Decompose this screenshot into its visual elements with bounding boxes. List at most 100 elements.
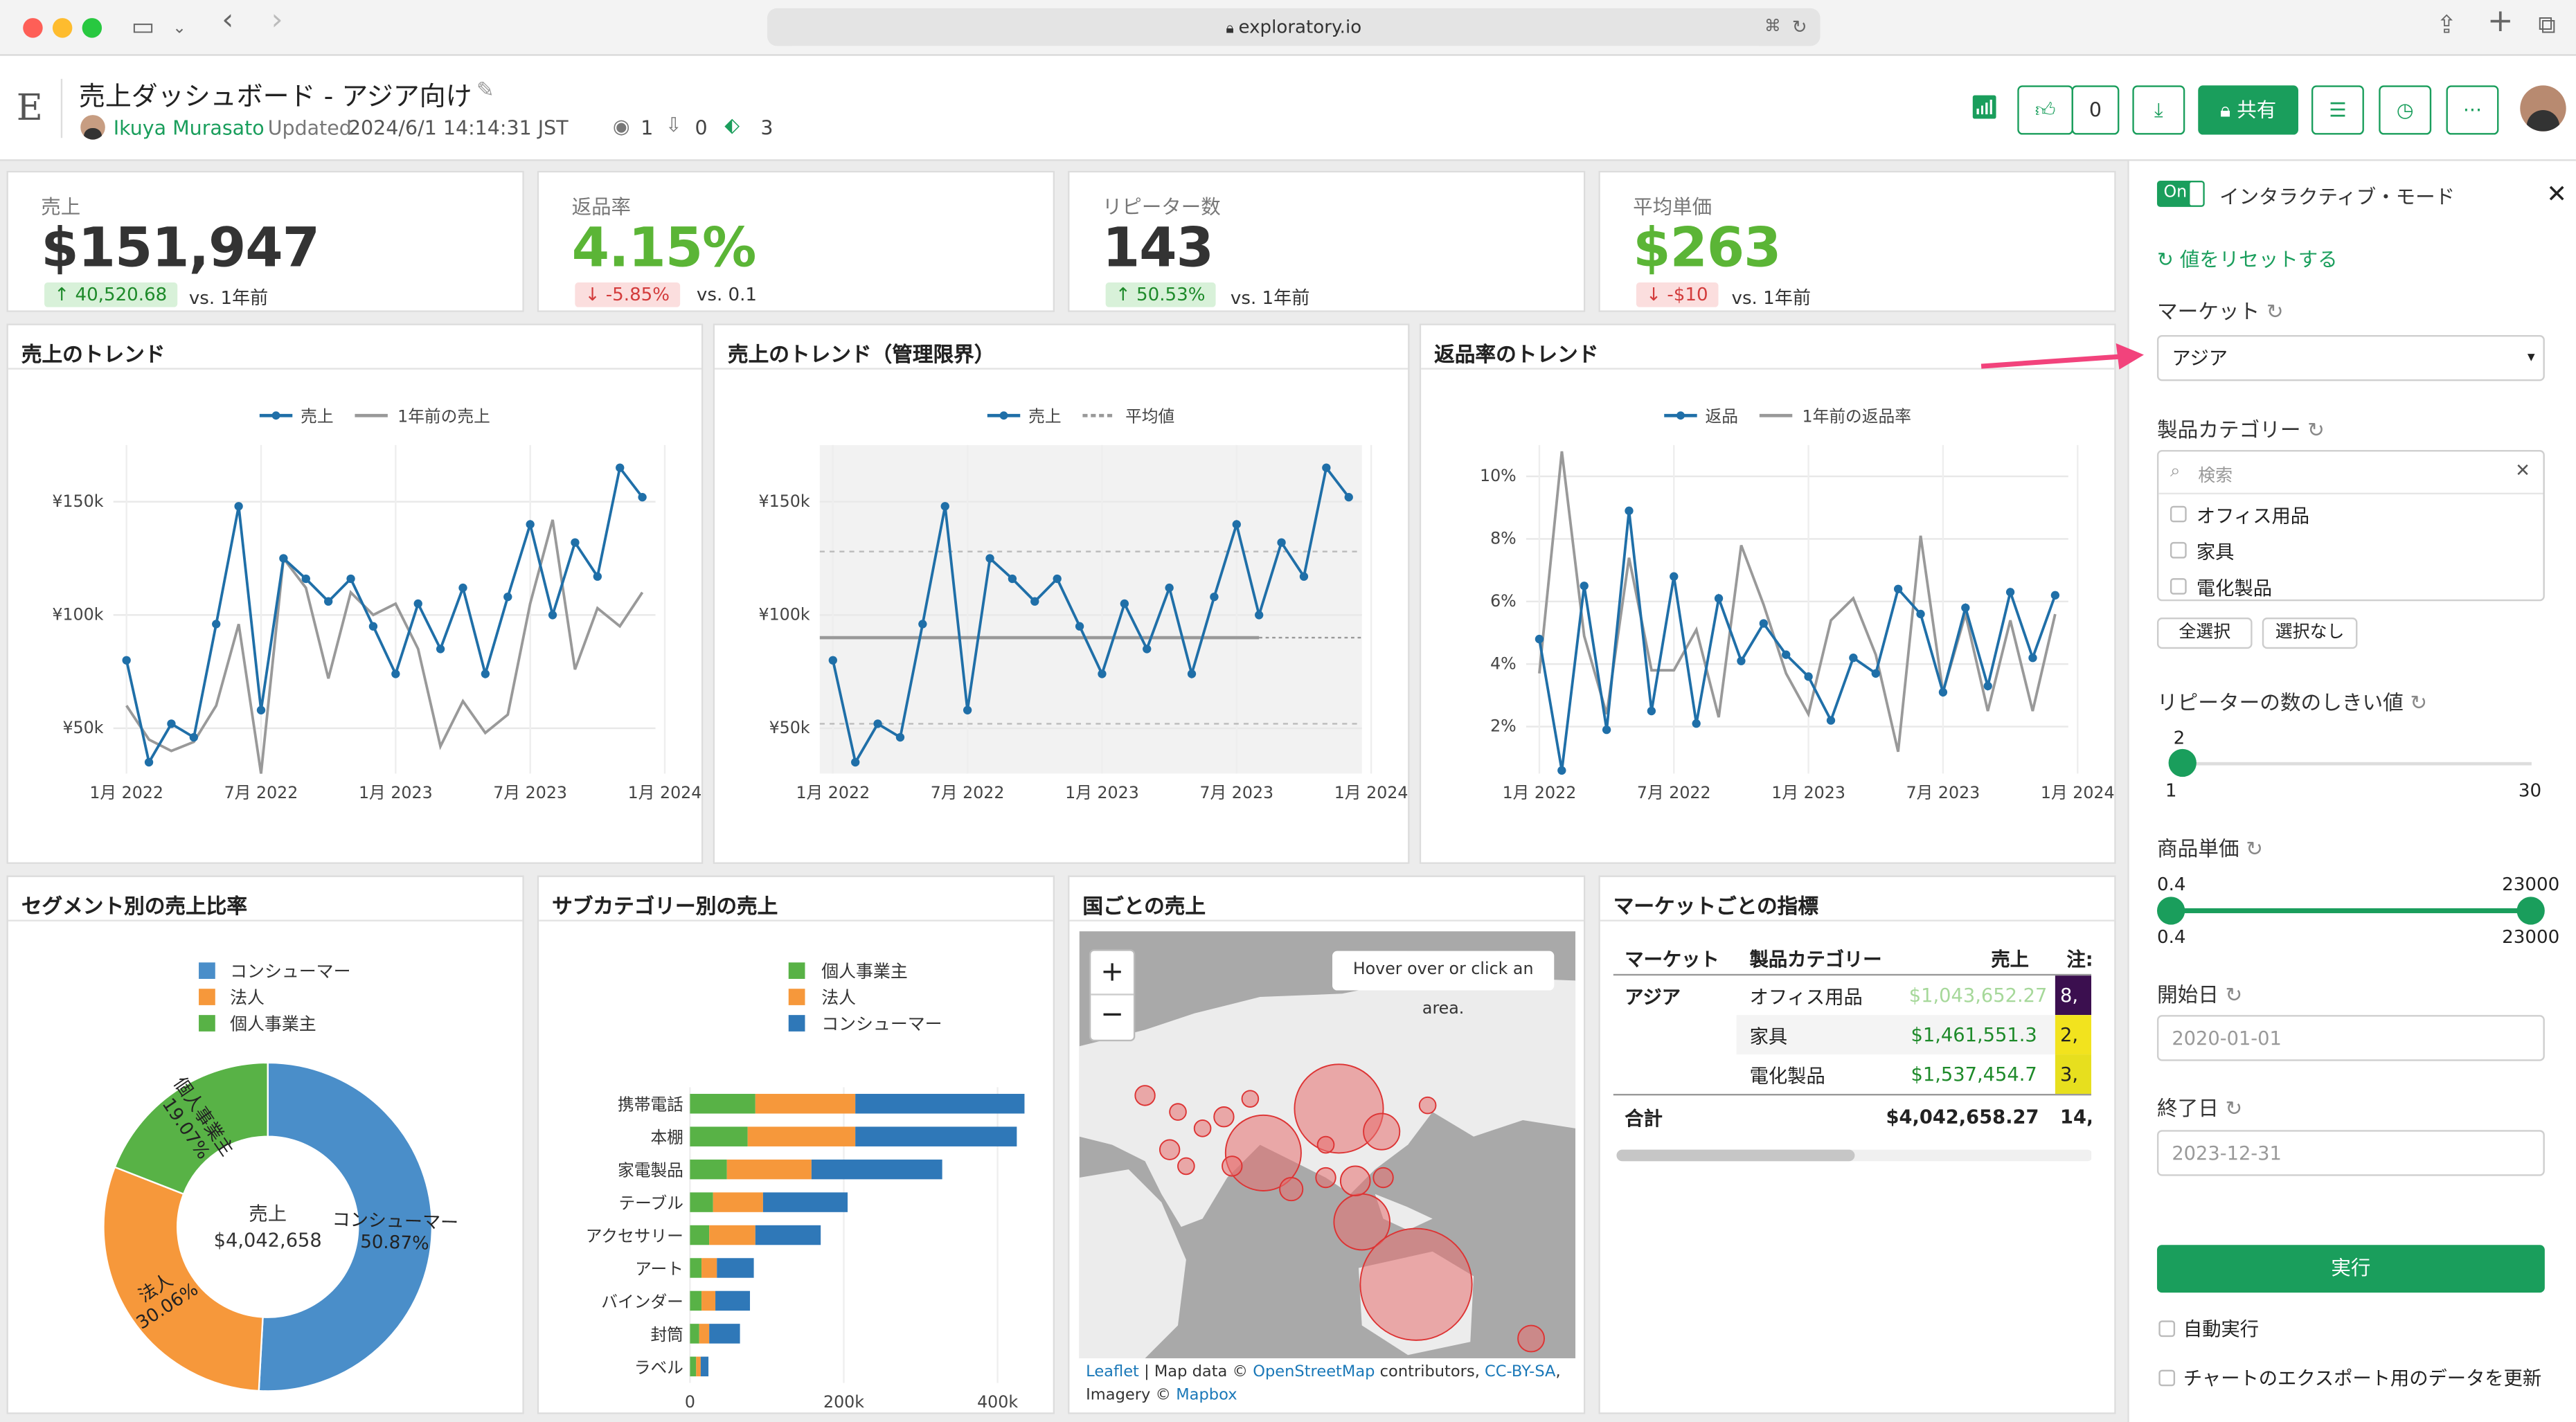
x-tick-label: 1月 2024: [628, 783, 702, 802]
like-button[interactable]: 👍︎: [2017, 85, 2073, 135]
leaflet-link[interactable]: Leaflet: [1086, 1363, 1139, 1382]
price-range-track[interactable]: [2156, 897, 2545, 925]
country-bubble[interactable]: [1241, 1090, 1260, 1108]
country-bubble[interactable]: [1363, 1113, 1401, 1151]
table-row[interactable]: 電化製品 $1,537,454.7 3,: [1737, 1054, 2092, 1095]
segment-donut-chart[interactable]: コンシューマー法人個人事業主コンシューマー50.87%法人30.06%個人事業主…: [8, 923, 526, 1416]
start-date-input[interactable]: 2020-01-01: [2156, 1015, 2545, 1061]
close-window-icon[interactable]: [23, 18, 43, 38]
refresh-icon[interactable]: ↻: [2225, 1095, 2243, 1120]
column-header[interactable]: 売上: [1991, 947, 2029, 971]
zoom-window-icon[interactable]: [82, 18, 102, 38]
category-checkbox[interactable]: [2170, 505, 2187, 523]
license-link[interactable]: CC-BY-SA: [1485, 1363, 1556, 1382]
minimize-window-icon[interactable]: [52, 18, 73, 38]
map-bubbles[interactable]: [1134, 1063, 1546, 1353]
reload-icon[interactable]: ↻: [1791, 16, 1807, 38]
refresh-icon[interactable]: ↻: [2246, 836, 2263, 861]
app-logo[interactable]: E: [16, 89, 43, 130]
country-bubble[interactable]: [1315, 1167, 1336, 1189]
chevron-down-icon[interactable]: ⌄: [172, 19, 187, 38]
repeater-slider-track[interactable]: [2169, 748, 2532, 777]
market-select[interactable]: アジア ▾: [2156, 334, 2545, 381]
price-range-high-handle[interactable]: [2516, 897, 2545, 925]
author-link[interactable]: Ikuya Murasato: [113, 116, 265, 140]
osm-link[interactable]: OpenStreetMap: [1253, 1363, 1375, 1382]
tag-icon[interactable]: ⬖: [724, 113, 740, 136]
column-header[interactable]: 製品カテゴリー: [1749, 947, 1882, 971]
auto-run-checkbox[interactable]: [2158, 1320, 2176, 1338]
map-zoom-in-button[interactable]: +: [1091, 951, 1134, 996]
country-bubble[interactable]: [1359, 1227, 1473, 1341]
country-bubble[interactable]: [1316, 1135, 1335, 1154]
refresh-icon[interactable]: ↻: [2225, 982, 2243, 1007]
select-all-button[interactable]: 全選択: [2156, 618, 2253, 649]
export-data-checkbox[interactable]: [2158, 1369, 2176, 1387]
select-none-button[interactable]: 選択なし: [2262, 618, 2358, 649]
forward-icon[interactable]: ›: [271, 3, 283, 38]
country-bubble[interactable]: [1339, 1165, 1371, 1197]
download-button[interactable]: ⤓: [2132, 85, 2185, 135]
category-option[interactable]: オフィス用品: [2196, 504, 2310, 528]
country-bubble[interactable]: [1517, 1324, 1546, 1353]
user-avatar[interactable]: [2520, 85, 2566, 132]
category-checkbox[interactable]: [2170, 578, 2187, 595]
country-bubble[interactable]: [1159, 1139, 1181, 1160]
map-canvas[interactable]: [1079, 931, 1576, 1358]
author-avatar[interactable]: [80, 115, 105, 140]
mapbox-link[interactable]: Mapbox: [1176, 1386, 1237, 1405]
sales-trend-chart[interactable]: ¥150k ¥100k ¥50k 1月 2022 7月 2022 1月 2023 7月 20…: [8, 371, 705, 864]
price-range-low-handle[interactable]: [2156, 897, 2185, 925]
settings-button[interactable]: ☰: [2311, 85, 2364, 135]
country-bubble[interactable]: [1213, 1106, 1235, 1128]
back-icon[interactable]: ‹: [222, 3, 234, 38]
country-bubble[interactable]: [1294, 1063, 1384, 1154]
clear-icon[interactable]: ✕: [2515, 460, 2531, 482]
country-bubble[interactable]: [1279, 1177, 1304, 1202]
tab-overview-icon[interactable]: ⧉: [2538, 10, 2556, 39]
country-bubble[interactable]: [1169, 1103, 1187, 1121]
country-bubble[interactable]: [1134, 1085, 1156, 1106]
country-bubble[interactable]: [1372, 1167, 1394, 1189]
sales-control-chart[interactable]: ¥150k ¥100k ¥50k 1月 2022 7月 2022 1月 2023 7月 20…: [715, 371, 1411, 864]
edit-title-icon[interactable]: ✎: [476, 78, 494, 104]
translate-icon[interactable]: ⌘: [1764, 18, 1781, 37]
country-bubble[interactable]: [1193, 1119, 1212, 1137]
url-bar[interactable]: 🔒︎ exploratory.io ⌘ ↻: [767, 8, 1821, 46]
repeater-slider-handle[interactable]: [2169, 748, 2198, 777]
country-bubble[interactable]: [1418, 1096, 1437, 1115]
table-row[interactable]: アジア オフィス用品 $1,043,652.27 8,: [1613, 975, 2092, 1016]
close-icon[interactable]: ✕: [2546, 179, 2568, 209]
refresh-icon[interactable]: ↻: [2266, 298, 2284, 324]
end-date-input[interactable]: 2023-12-31: [2156, 1130, 2545, 1176]
column-header[interactable]: マーケット: [1625, 947, 1719, 971]
country-bubble[interactable]: [1177, 1157, 1195, 1176]
reset-values-link[interactable]: ↻ 値をリセットする: [2157, 244, 2338, 272]
country-bubble[interactable]: [1222, 1155, 1243, 1177]
table-row[interactable]: 家具 $1,461,551.3 2,: [1736, 1015, 2092, 1055]
return-trend-chart[interactable]: 10% 8% 6% 4% 2% 1月 2022 7月 2022 1月 2023 7月 2023 1…: [1421, 371, 2118, 864]
category-search[interactable]: ⌕ 検索 ✕: [2158, 451, 2543, 495]
legend-label: コンシューマー: [821, 1014, 942, 1034]
history-button[interactable]: ◷: [2379, 85, 2432, 135]
share-icon[interactable]: ⇪: [2436, 10, 2458, 39]
more-button[interactable]: ···: [2446, 85, 2499, 135]
map-zoom-out-button[interactable]: −: [1100, 998, 1125, 1032]
category-checkbox[interactable]: [2170, 541, 2187, 559]
run-button[interactable]: 実行: [2156, 1245, 2545, 1293]
y-tick-label: 2%: [1490, 717, 1517, 736]
refresh-icon[interactable]: ↻: [2307, 417, 2325, 442]
horizontal-scrollbar[interactable]: [1616, 1149, 2092, 1162]
new-tab-icon[interactable]: +: [2487, 3, 2514, 39]
scrollbar-thumb[interactable]: [1616, 1149, 1855, 1162]
kpi-compare: vs. 1年前: [188, 287, 269, 309]
category-option[interactable]: 電化製品: [2196, 576, 2273, 600]
refresh-icon[interactable]: ↻: [2410, 690, 2428, 714]
share-button[interactable]: 🔒︎ 共有: [2198, 85, 2298, 135]
sidebar-toggle-icon[interactable]: ▭: [131, 11, 155, 42]
interactive-toggle[interactable]: On: [2156, 180, 2205, 207]
category-option[interactable]: 家具: [2196, 540, 2235, 564]
country-bubble[interactable]: [1224, 1114, 1302, 1191]
column-header[interactable]: 注:: [2066, 947, 2092, 971]
